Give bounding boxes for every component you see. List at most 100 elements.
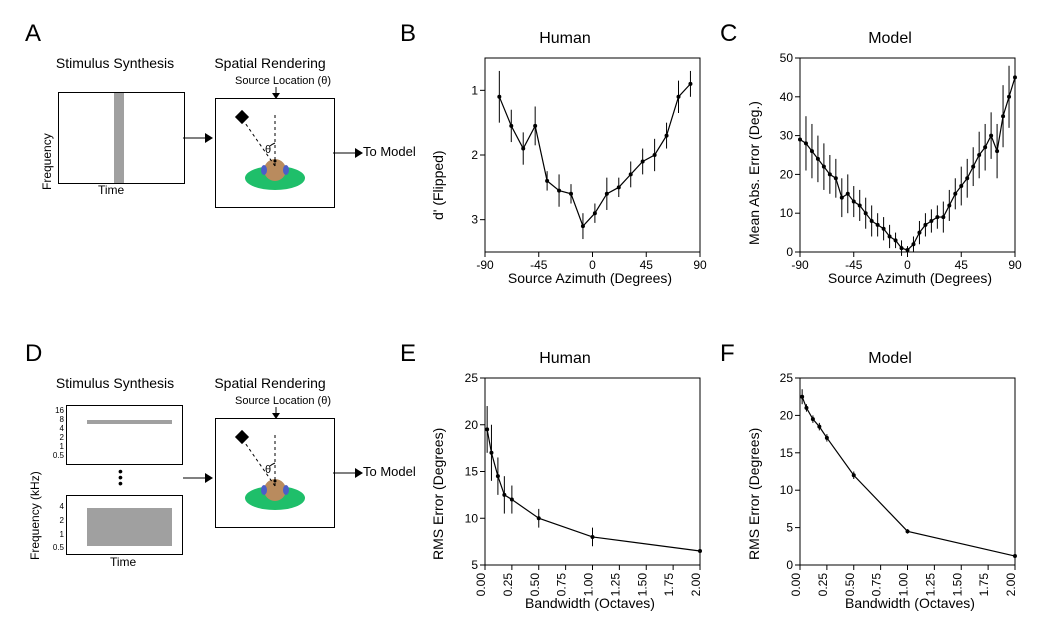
svg-text:0.5: 0.5: [53, 451, 65, 460]
svg-text:-90: -90: [791, 258, 809, 272]
svg-text:0.5: 0.5: [53, 543, 65, 552]
svg-text:1.50: 1.50: [950, 573, 964, 597]
svg-text:2.00: 2.00: [1004, 573, 1018, 597]
D-vdots: •••: [118, 468, 123, 486]
D-stimulus-title: Stimulus Synthesis: [50, 375, 180, 391]
svg-text:25: 25: [465, 371, 479, 385]
D-yaxis-label: Frequency (kHz): [28, 420, 42, 560]
svg-text:2: 2: [60, 433, 65, 442]
svg-text:2.00: 2.00: [689, 573, 703, 597]
A-arrow1: [183, 130, 213, 146]
D-spectro-top: [66, 405, 183, 465]
svg-text:1.25: 1.25: [608, 573, 622, 597]
D-wideband-bar: [87, 508, 172, 546]
figure-root: A B C D E F Stimulus Synthesis Spatial R…: [20, 20, 1030, 614]
F-xlabel: Bandwidth (Octaves): [810, 595, 1010, 611]
A-rendering-title: Spatial Rendering: [205, 55, 335, 71]
svg-text:50: 50: [780, 51, 794, 65]
svg-text:0.75: 0.75: [555, 573, 569, 597]
chart-E: 0.00 0.25 0.50 0.75 1.00 1.25 1.50 1.75 2.00 5 10 1…: [450, 370, 710, 610]
svg-text:4: 4: [60, 424, 65, 433]
svg-text:1.75: 1.75: [977, 573, 991, 597]
svg-text:40: 40: [780, 90, 794, 104]
svg-text:2: 2: [60, 516, 65, 525]
svg-text:θ: θ: [265, 464, 271, 476]
svg-text:0: 0: [786, 245, 793, 259]
chart-C: -90-450459001020304050: [765, 50, 1025, 280]
A-xaxis-label: Time: [98, 183, 124, 197]
A-right-ear: [283, 165, 289, 175]
svg-text:1: 1: [60, 442, 65, 451]
svg-text:5: 5: [471, 558, 478, 572]
svg-text:20: 20: [780, 408, 794, 422]
svg-text:20: 20: [780, 167, 794, 181]
svg-text:0.00: 0.00: [474, 573, 488, 597]
B-title: Human: [465, 30, 665, 48]
panel-B-label: B: [400, 20, 416, 48]
svg-text:0.75: 0.75: [870, 573, 884, 597]
A-yaxis-label: Frequency: [40, 100, 54, 190]
A-render-svg: θ: [215, 98, 333, 206]
svg-text:30: 30: [780, 129, 794, 143]
D-rendering-title: Spatial Rendering: [205, 375, 335, 391]
svg-text:0.00: 0.00: [789, 573, 803, 597]
svg-text:16: 16: [55, 406, 64, 415]
A-stimulus-title: Stimulus Synthesis: [50, 55, 180, 71]
svg-text:0.25: 0.25: [501, 573, 515, 597]
F-title: Model: [790, 350, 990, 368]
A-stimulus-bar: [114, 93, 124, 183]
svg-text:0.25: 0.25: [816, 573, 830, 597]
panel-D-label: D: [25, 340, 42, 368]
svg-text:0.50: 0.50: [528, 573, 542, 597]
E-ylabel: RMS Error (Degrees): [430, 400, 446, 560]
A-source-diamond: [235, 110, 249, 124]
chart-F: 0.000.250.500.751.001.251.501.752.000510…: [765, 370, 1025, 610]
panel-E-label: E: [400, 340, 416, 368]
svg-text:20: 20: [465, 418, 479, 432]
panel-F-label: F: [720, 340, 735, 368]
svg-text:1.50: 1.50: [635, 573, 649, 597]
svg-text:0.50: 0.50: [843, 573, 857, 597]
svg-text:10: 10: [465, 511, 479, 525]
F-ylabel: RMS Error (Degrees): [746, 400, 762, 560]
svg-text:1: 1: [60, 530, 65, 539]
svg-text:3: 3: [471, 213, 478, 227]
A-source-loc-label: Source Location (θ): [235, 75, 331, 87]
C-xlabel: Source Azimuth (Degrees): [810, 270, 1010, 286]
svg-text:10: 10: [780, 206, 794, 220]
D-yticks-top: 16 8 4 2 1 0.5: [46, 405, 68, 463]
E-xlabel: Bandwidth (Octaves): [490, 595, 690, 611]
C-title: Model: [790, 30, 990, 48]
svg-text:2: 2: [471, 148, 478, 162]
svg-text:15: 15: [780, 446, 794, 460]
A-to-model: To Model: [363, 144, 416, 159]
B-xlabel: Source Azimuth (Degrees): [490, 270, 690, 286]
A-spectro-box: [58, 92, 185, 184]
svg-text:5: 5: [786, 521, 793, 535]
D-arrow1: [183, 470, 213, 486]
B-ylabel: d' (Flipped): [430, 100, 446, 220]
D-to-model: To Model: [363, 464, 416, 479]
svg-text:90: 90: [1008, 258, 1022, 272]
svg-text:1.25: 1.25: [923, 573, 937, 597]
D-render-svg: θ: [215, 418, 333, 526]
D-spectro-bot: [66, 495, 183, 555]
A-arrow2: [333, 145, 363, 161]
panel-C-label: C: [720, 20, 737, 48]
svg-text:1.00: 1.00: [582, 573, 596, 597]
svg-text:90: 90: [693, 258, 707, 272]
C-ylabel: Mean Abs. Error (Deg.): [746, 75, 762, 245]
D-xaxis-label: Time: [110, 555, 136, 569]
svg-text:8: 8: [60, 415, 65, 424]
D-arrow2: [333, 465, 363, 481]
svg-text:10: 10: [780, 483, 794, 497]
svg-text:15: 15: [465, 465, 479, 479]
D-source-loc-label: Source Location (θ): [235, 395, 331, 407]
D-narrowband-bar: [87, 420, 172, 424]
svg-text:1: 1: [471, 83, 478, 97]
E-title: Human: [465, 350, 665, 368]
svg-text:1.75: 1.75: [662, 573, 676, 597]
chart-B: -90-4504590123: [450, 50, 710, 280]
panel-A-label: A: [25, 20, 41, 48]
svg-text:0: 0: [786, 558, 793, 572]
